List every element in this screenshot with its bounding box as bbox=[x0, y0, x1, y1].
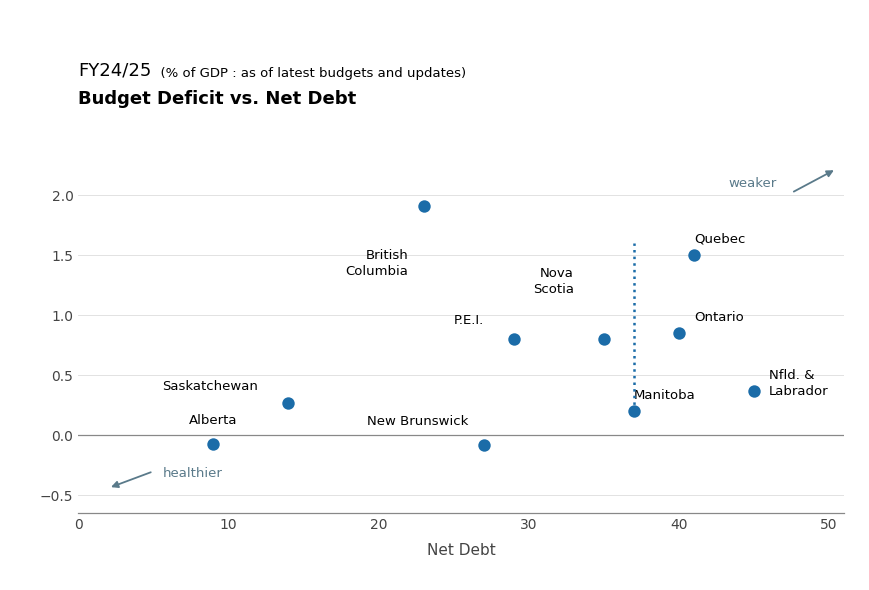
Text: Saskatchewan: Saskatchewan bbox=[163, 381, 258, 394]
Text: Alberta: Alberta bbox=[189, 414, 237, 427]
Point bbox=[506, 335, 520, 344]
Point bbox=[671, 329, 685, 338]
Point bbox=[746, 386, 760, 396]
Point bbox=[626, 407, 640, 416]
Point bbox=[596, 335, 610, 344]
Text: Budget Deficit vs. Net Debt: Budget Deficit vs. Net Debt bbox=[78, 90, 356, 108]
Text: Provincial Fiscal Landscape: Provincial Fiscal Landscape bbox=[16, 25, 468, 53]
Point bbox=[476, 440, 490, 450]
Point bbox=[206, 439, 220, 448]
Text: Ontario: Ontario bbox=[693, 311, 743, 324]
Point bbox=[416, 201, 430, 211]
Text: Nova
Scotia: Nova Scotia bbox=[532, 267, 573, 296]
Text: British
Columbia: British Columbia bbox=[345, 250, 408, 278]
Text: healthier: healthier bbox=[163, 467, 222, 480]
Text: P.E.I.: P.E.I. bbox=[453, 314, 483, 327]
Text: Quebec: Quebec bbox=[693, 232, 745, 245]
Text: New Brunswick: New Brunswick bbox=[367, 415, 468, 428]
X-axis label: Net Debt: Net Debt bbox=[426, 543, 495, 558]
Point bbox=[686, 251, 700, 260]
Text: Nfld. &
Labrador: Nfld. & Labrador bbox=[768, 369, 827, 398]
Point bbox=[282, 398, 295, 408]
Text: weaker: weaker bbox=[727, 177, 775, 190]
Text: Manitoba: Manitoba bbox=[633, 389, 694, 402]
Text: (% of GDP : as of latest budgets and updates): (% of GDP : as of latest budgets and upd… bbox=[152, 67, 466, 80]
Text: FY24/25: FY24/25 bbox=[78, 61, 151, 80]
